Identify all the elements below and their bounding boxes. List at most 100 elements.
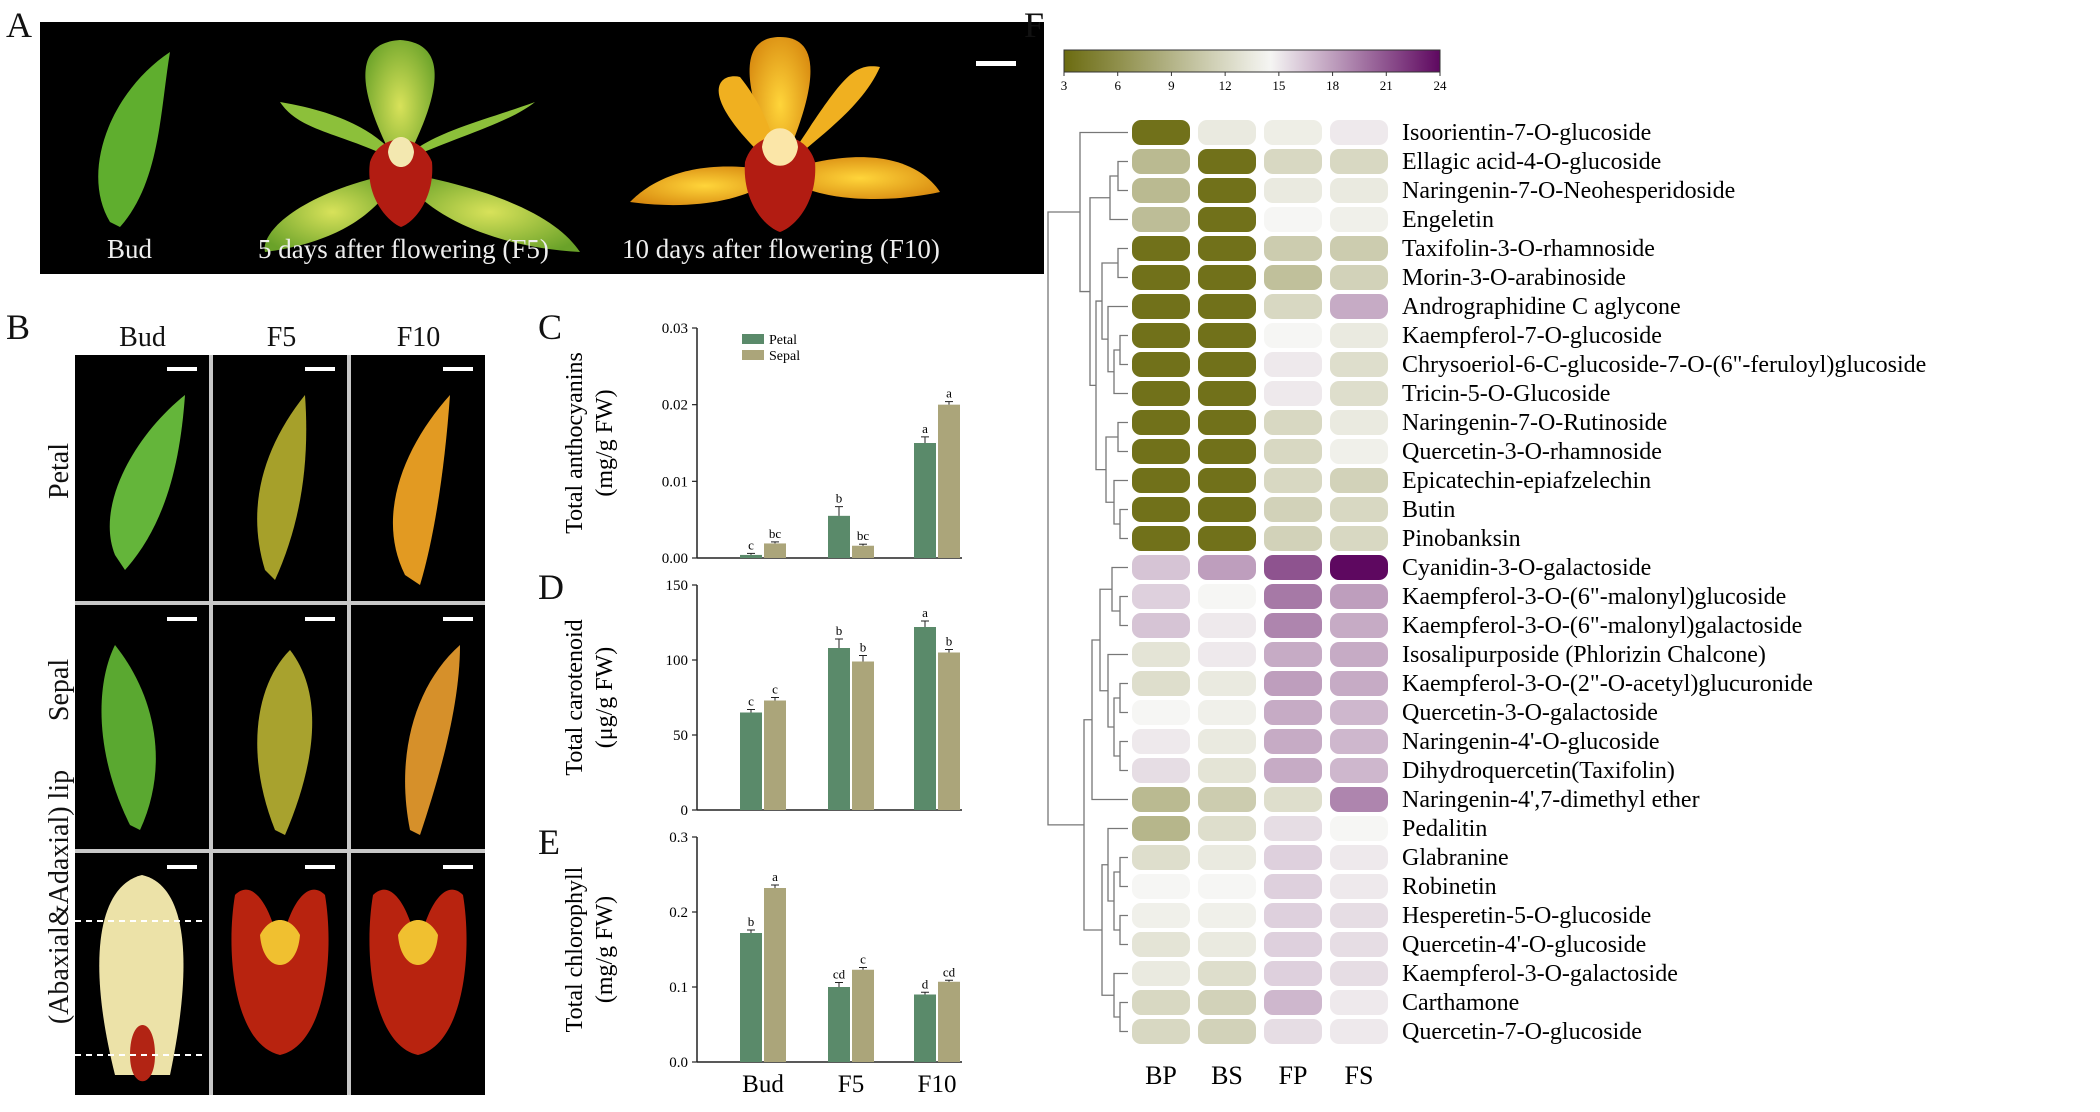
significance-letter: c	[772, 682, 778, 697]
colorbar-tick-label: 12	[1219, 78, 1232, 93]
heatmap-column-label-fp: FP	[1279, 1061, 1308, 1090]
heatmap-cell	[1264, 584, 1322, 609]
y-tick-label: 0.00	[662, 551, 688, 567]
heatmap-row-label: Isosalipurposide (Phlorizin Chalcone)	[1402, 642, 1766, 668]
heatmap-row-label: Robinetin	[1402, 874, 1497, 900]
bar-petal-f5	[828, 648, 850, 810]
heatmap-cell	[1264, 845, 1322, 870]
heatmap-cell	[1264, 671, 1322, 696]
heatmap-row-label: Kaempferol-3-O-(6"-malonyl)glucoside	[1402, 584, 1786, 610]
heatmap-cell	[1132, 961, 1190, 986]
dendrogram-branch	[1047, 211, 1084, 826]
bar-petal-f10	[914, 627, 936, 810]
heatmap-cell	[1330, 642, 1388, 667]
heatmap-cell	[1198, 323, 1256, 348]
heatmap-cell	[1198, 526, 1256, 551]
heatmap-cell	[1264, 410, 1322, 435]
legend-swatch-sepal	[742, 350, 764, 360]
heatmap-cell	[1132, 294, 1190, 319]
heatmap-cell	[1264, 439, 1322, 464]
y-tick-label: 50	[673, 728, 688, 744]
heatmap-cell	[1330, 903, 1388, 928]
heatmap-cell	[1132, 613, 1190, 638]
significance-letter: a	[772, 869, 778, 884]
colorbar-tick-label: 24	[1434, 78, 1448, 93]
x-tick-label-f10: F10	[918, 1071, 957, 1098]
heatmap-cell	[1264, 149, 1322, 174]
heatmap-cell	[1330, 874, 1388, 899]
bar-chart-d: 0 50 100 150 Total carotenoid (μg/g FW) c b a c b b	[562, 578, 962, 819]
significance-letter: b	[946, 634, 953, 649]
row-label-sepal: Sepal	[44, 658, 75, 722]
heatmap-row-label: Quercetin-3-O-galactoside	[1402, 700, 1658, 726]
heatmap-cell	[1132, 149, 1190, 174]
heatmap-cell	[1132, 381, 1190, 406]
heatmap-cell	[1132, 903, 1190, 928]
y-tick-label: 0	[681, 803, 689, 819]
significance-letter: a	[922, 605, 928, 620]
heatmap-cell	[1330, 468, 1388, 493]
heatmap-cell	[1330, 961, 1388, 986]
heatmap-cell	[1264, 468, 1322, 493]
heatmap-cell	[1264, 265, 1322, 290]
heatmap-cell	[1198, 584, 1256, 609]
colorbar	[1063, 49, 1441, 73]
heatmap-cell	[1330, 352, 1388, 377]
dendrogram	[1047, 131, 1128, 1033]
heatmap-row-label: Engeletin	[1402, 207, 1494, 233]
bar-sepal-f10	[938, 652, 960, 810]
y-axis-label: Total chlorophyll (mg/g FW)	[562, 866, 618, 1032]
heatmap-cell	[1132, 700, 1190, 725]
legend-label-petal: Petal	[769, 333, 797, 348]
panel-label-c: C	[538, 307, 563, 347]
heatmap-row-label: Taxifolin-3-O-rhamnoside	[1402, 236, 1655, 262]
heatmap-cell	[1198, 1019, 1256, 1044]
dendrogram-branch	[1119, 682, 1128, 714]
colorbar-tick-label: 6	[1114, 78, 1121, 93]
heatmap-cell	[1132, 497, 1190, 522]
caption-bud: Bud	[107, 234, 153, 264]
heatmap-cell	[1132, 758, 1190, 783]
heatmap-row-label: Kaempferol-3-O-galactoside	[1402, 961, 1678, 987]
y-tick-label: 0.3	[669, 830, 688, 846]
heatmap-cell	[1132, 439, 1190, 464]
heatmap-cell	[1264, 236, 1322, 261]
heatmap-cell	[1132, 874, 1190, 899]
heatmap-cell	[1330, 149, 1388, 174]
heatmap-cell	[1330, 671, 1388, 696]
heatmap-cell	[1264, 700, 1322, 725]
heatmap-cell	[1330, 555, 1388, 580]
heatmap-row-label: Hesperetin-5-O-glucoside	[1402, 903, 1651, 929]
dendrogram-branch	[1107, 305, 1128, 373]
bar-chart-e: 0.0 0.1 0.2 0.3 Total chlorophyll (mg/g FW) b c…	[562, 830, 962, 1098]
heatmap-cell	[1330, 265, 1388, 290]
heatmap-cell	[1198, 932, 1256, 957]
heatmap-cell	[1198, 816, 1256, 841]
significance-letter: c	[748, 694, 754, 709]
heatmap-column-label-bs: BS	[1211, 1061, 1243, 1090]
row-label-lip: (Abaxial&Adaxial) lip	[44, 769, 75, 1025]
bar-sepal-f10	[938, 981, 960, 1062]
heatmap-cell	[1330, 178, 1388, 203]
heatmap-cell	[1198, 729, 1256, 754]
heatmap-cell	[1264, 729, 1322, 754]
heatmap-row-label: Naringenin-4',7-dimethyl ether	[1402, 787, 1700, 813]
significance-letter: bc	[857, 528, 870, 543]
y-tick-label: 0.0	[669, 1055, 688, 1071]
heatmap-row-label: Quercetin-4'-O-glucoside	[1402, 932, 1646, 958]
flower-illustration	[98, 37, 940, 252]
heatmap-cell	[1132, 265, 1190, 290]
heatmap-cell	[1264, 555, 1322, 580]
heatmap-row-label: Kaempferol-3-O-(6"-malonyl)galactoside	[1402, 613, 1802, 639]
significance-letter: c	[860, 952, 866, 967]
bar-petal-f10	[914, 443, 936, 558]
heatmap-cell	[1132, 468, 1190, 493]
heatmap-cell	[1264, 787, 1322, 812]
heatmap-cell	[1264, 613, 1322, 638]
heatmap-cell	[1198, 787, 1256, 812]
panel-label-a: A	[6, 5, 32, 45]
significance-letter: cd	[833, 967, 846, 982]
heatmap-row-label: Ellagic acid-4-O-glucoside	[1402, 149, 1661, 175]
heatmap-cell	[1330, 729, 1388, 754]
